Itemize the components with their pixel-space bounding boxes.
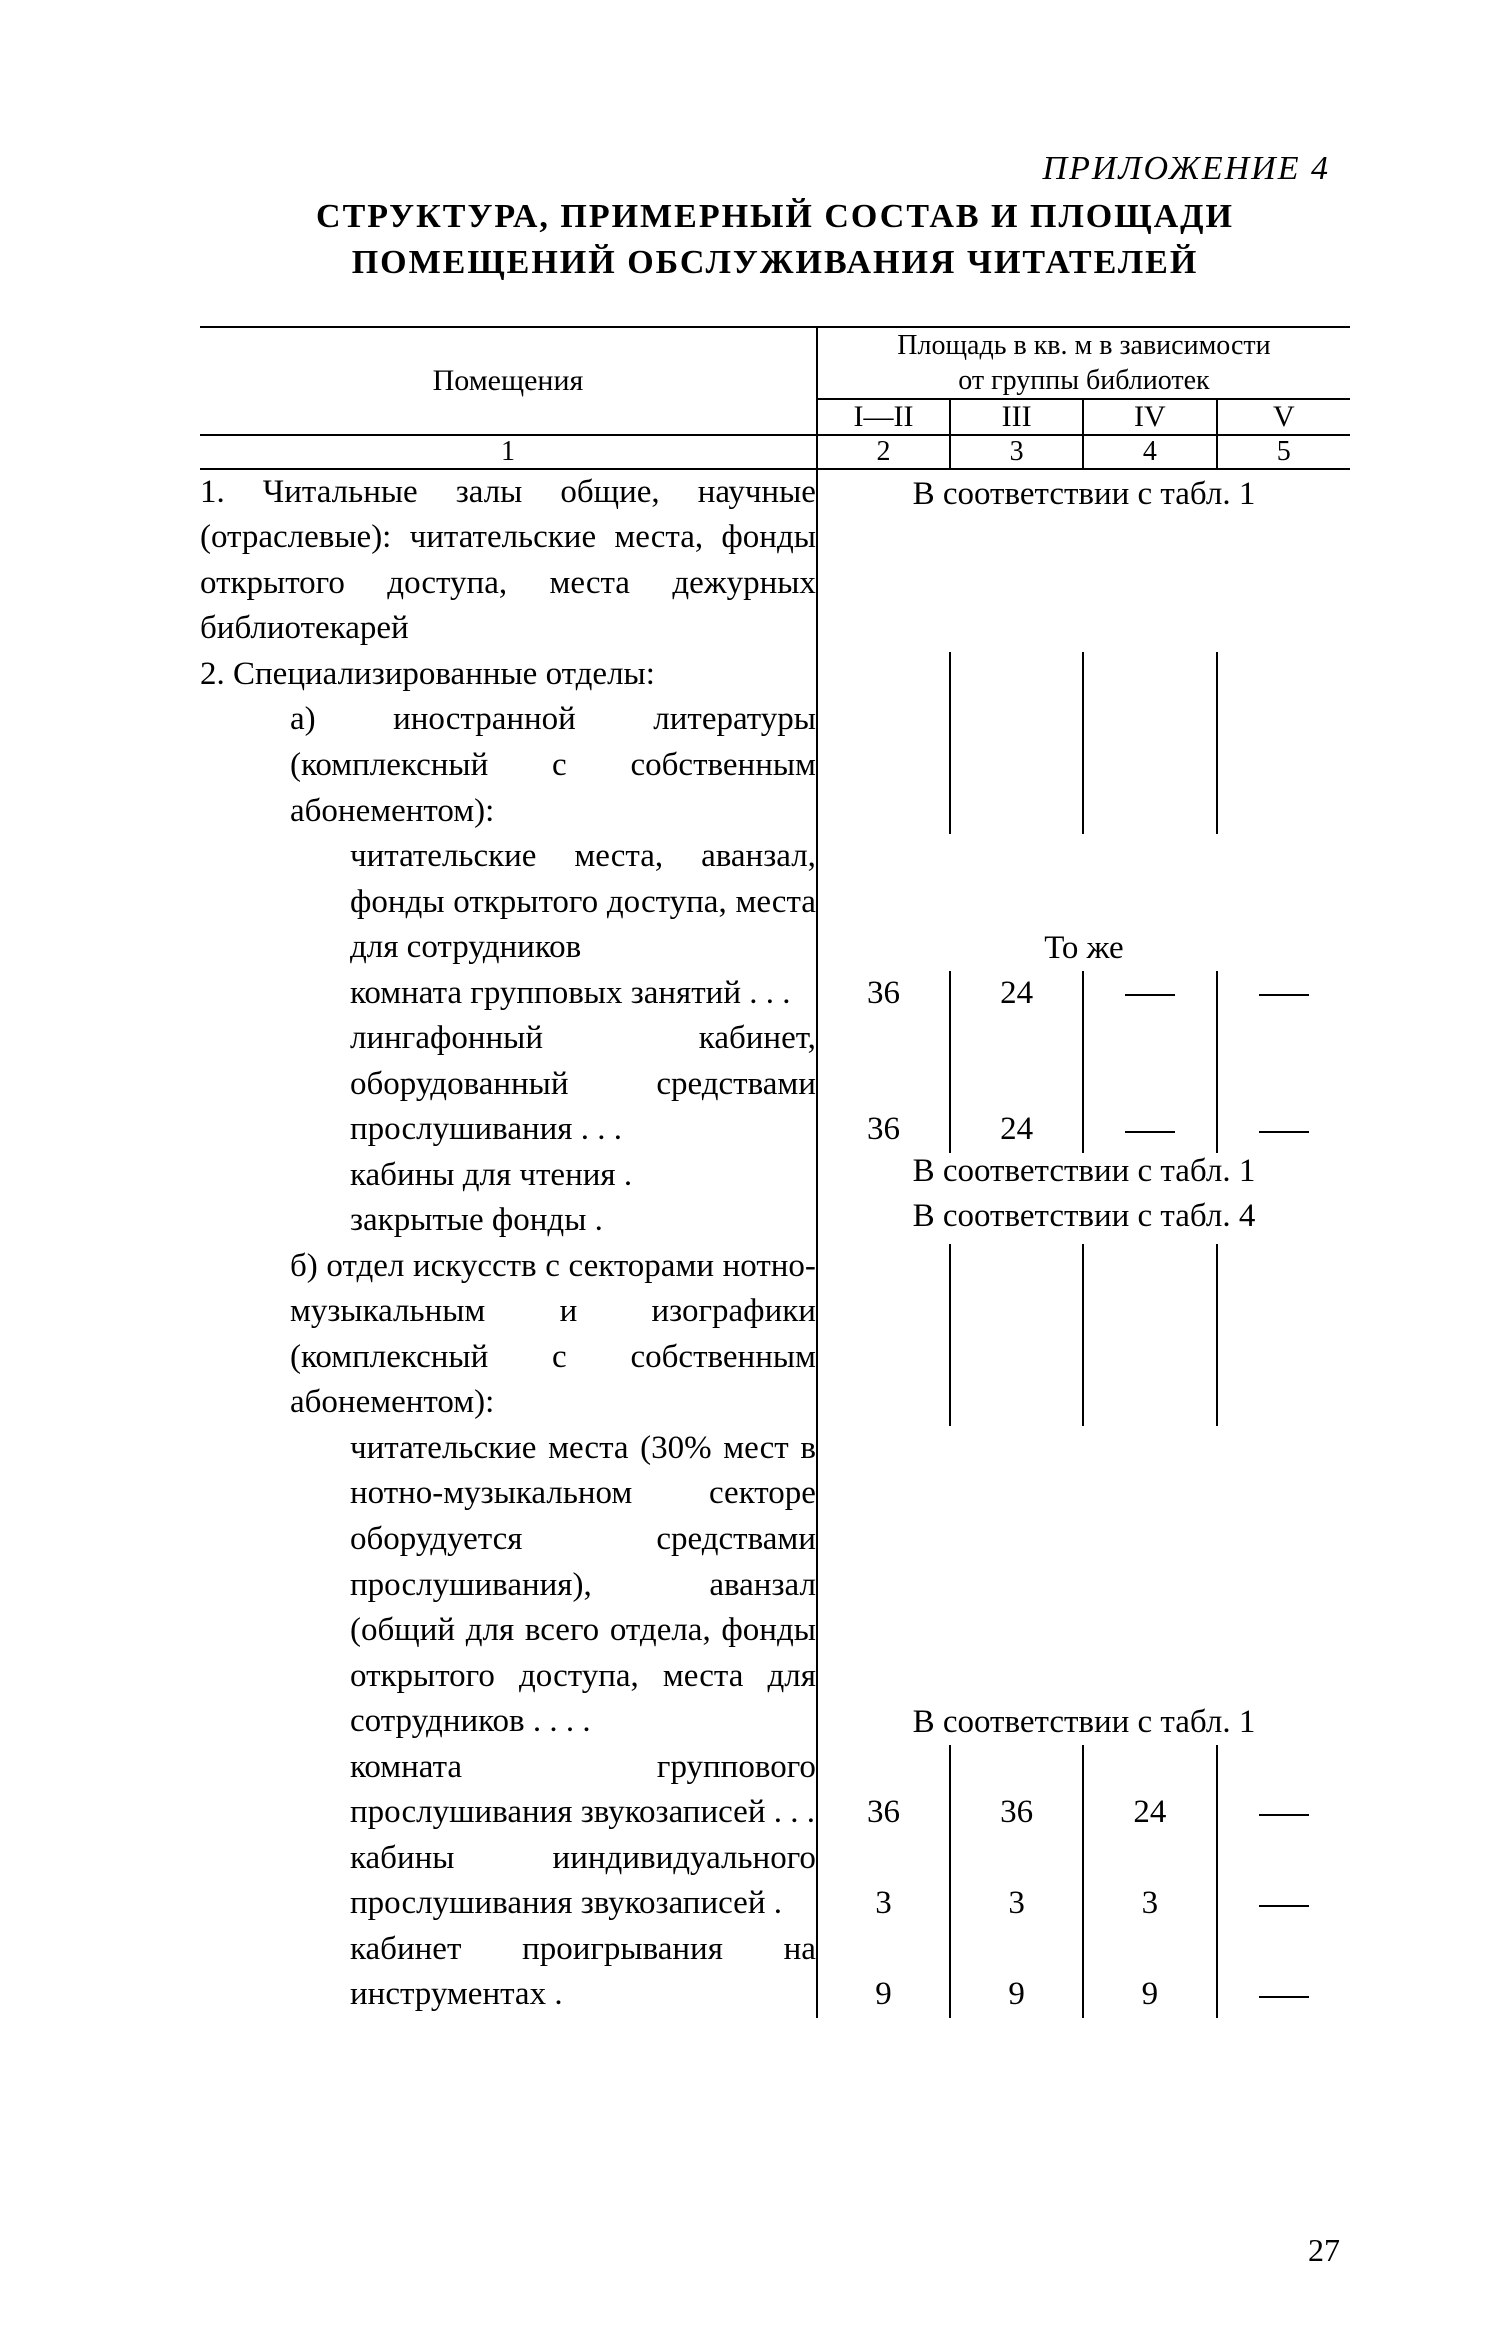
header-area-line1: Площадь в кв. м в зависимости bbox=[897, 330, 1270, 361]
cell-value: 24 bbox=[950, 971, 1083, 1017]
cell-dash bbox=[1217, 1836, 1350, 1927]
cell-value: 9 bbox=[1083, 1927, 1216, 2018]
table-header-row-1: Помещения Площадь в кв. м в зависимости … bbox=[200, 327, 1350, 399]
cell-dash bbox=[1217, 1745, 1350, 1836]
item-2a-sub4: кабины для чтения . bbox=[350, 1153, 816, 1199]
table-row: 1. Читальные залы общие, научные (отрасл… bbox=[200, 469, 1350, 652]
cell-value: 9 bbox=[950, 1927, 1083, 2018]
item-2b-sub2: комната группового прослушивания звукоза… bbox=[350, 1745, 816, 1836]
item-1-note: В соответствии с табл. 1 bbox=[817, 469, 1350, 652]
item-2a-sub3: лингафонный кабинет, оборудованный средс… bbox=[350, 1016, 816, 1153]
cell-value: 36 bbox=[817, 971, 950, 1017]
item-2b-sub4: кабинет проигрывания на инструментах . bbox=[350, 1927, 816, 2018]
item-2a-sub5: закрытые фонды . bbox=[350, 1198, 816, 1244]
header-rooms: Помещения bbox=[200, 327, 817, 435]
table-row: лингафонный кабинет, оборудованный средс… bbox=[200, 1016, 1350, 1153]
colnum-5: 5 bbox=[1217, 435, 1350, 469]
colnum-4: 4 bbox=[1083, 435, 1216, 469]
cell-dash bbox=[1217, 1927, 1350, 2018]
item-2b-sub3: кабины ииндивидуального прослушивания зв… bbox=[350, 1836, 816, 1927]
item-2b-text: б) отдел искусств с секторами нотно-музы… bbox=[290, 1244, 816, 1426]
item-2a-sub1-note: То же bbox=[817, 834, 1350, 971]
table-row: б) отдел искусств с секторами нотно-музы… bbox=[200, 1244, 1350, 1426]
cell-dash bbox=[1083, 971, 1216, 1017]
colnum-3: 3 bbox=[950, 435, 1083, 469]
table-row: кабинет проигрывания на инструментах . 9… bbox=[200, 1927, 1350, 2018]
item-2a-text: а) иностранной литературы (комплексный с… bbox=[290, 697, 816, 834]
item-2a-sub5-note: В соответствии с табл. 4 bbox=[817, 1198, 1350, 1244]
colnum-1: 1 bbox=[200, 435, 817, 469]
title-line-2: ПОМЕЩЕНИЙ ОБСЛУЖИВАНИЯ ЧИТАТЕЛЕЙ bbox=[352, 244, 1199, 281]
header-area-line2: от группы библиотек bbox=[958, 365, 1209, 396]
table-row: кабины ииндивидуального прослушивания зв… bbox=[200, 1836, 1350, 1927]
document-page: ПРИЛОЖЕНИЕ 4 СТРУКТУРА, ПРИМЕРНЫЙ СОСТАВ… bbox=[0, 0, 1500, 2339]
colnum-2: 2 bbox=[817, 435, 950, 469]
cell-dash bbox=[1217, 1016, 1350, 1153]
cell-dash bbox=[1217, 971, 1350, 1017]
item-2-text: 2. Специализированные отделы: bbox=[200, 652, 816, 698]
table-colnum-row: 1 2 3 4 5 bbox=[200, 435, 1350, 469]
header-group-2: III bbox=[950, 399, 1083, 435]
item-2b-sub1: читательские места (30% мест в нотно-муз… bbox=[350, 1426, 816, 1745]
cell-value: 3 bbox=[817, 1836, 950, 1927]
item-1-text: 1. Читальные залы общие, научные (отрасл… bbox=[200, 470, 816, 652]
page-number: 27 bbox=[1308, 2232, 1340, 2269]
main-table: Помещения Площадь в кв. м в зависимости … bbox=[200, 326, 1350, 2018]
appendix-label: ПРИЛОЖЕНИЕ 4 bbox=[200, 150, 1350, 188]
header-group-4: V bbox=[1217, 399, 1350, 435]
table-row: кабины для чтения . В соответствии с таб… bbox=[200, 1153, 1350, 1199]
table-row: 2. Специализированные отделы: bbox=[200, 652, 1350, 698]
cell-value: 36 bbox=[817, 1745, 950, 1836]
table-row: а) иностранной литературы (комплексный с… bbox=[200, 697, 1350, 834]
cell-value: 24 bbox=[950, 1016, 1083, 1153]
item-2a-sub2: комната групповых занятий . . . bbox=[350, 971, 816, 1017]
header-group-3: IV bbox=[1083, 399, 1216, 435]
item-2b-sub1-note: В соответствии с табл. 1 bbox=[817, 1426, 1350, 1745]
table-row: читательские места (30% мест в нотно-муз… bbox=[200, 1426, 1350, 1745]
table-row: закрытые фонды . В соответствии с табл. … bbox=[200, 1198, 1350, 1244]
cell-value: 36 bbox=[950, 1745, 1083, 1836]
item-2a-sub1: читательские места, аванзал, фонды откры… bbox=[350, 834, 816, 971]
cell-value: 36 bbox=[817, 1016, 950, 1153]
table-row: комната групповых занятий . . . 36 24 bbox=[200, 971, 1350, 1017]
table-row: комната группового прослушивания звукоза… bbox=[200, 1745, 1350, 1836]
item-2a-sub4-note: В соответствии с табл. 1 bbox=[817, 1153, 1350, 1199]
table-row: читательские места, аванзал, фонды откры… bbox=[200, 834, 1350, 971]
title-line-1: СТРУКТУРА, ПРИМЕРНЫЙ СОСТАВ И ПЛОЩАДИ bbox=[316, 198, 1234, 235]
header-group-1: I—II bbox=[817, 399, 950, 435]
cell-value: 3 bbox=[950, 1836, 1083, 1927]
page-title: СТРУКТУРА, ПРИМЕРНЫЙ СОСТАВ И ПЛОЩАДИ ПО… bbox=[200, 194, 1350, 286]
cell-value: 24 bbox=[1083, 1745, 1216, 1836]
cell-dash bbox=[1083, 1016, 1216, 1153]
cell-value: 3 bbox=[1083, 1836, 1216, 1927]
cell-value: 9 bbox=[817, 1927, 950, 2018]
header-area: Площадь в кв. м в зависимости от группы … bbox=[817, 327, 1350, 399]
